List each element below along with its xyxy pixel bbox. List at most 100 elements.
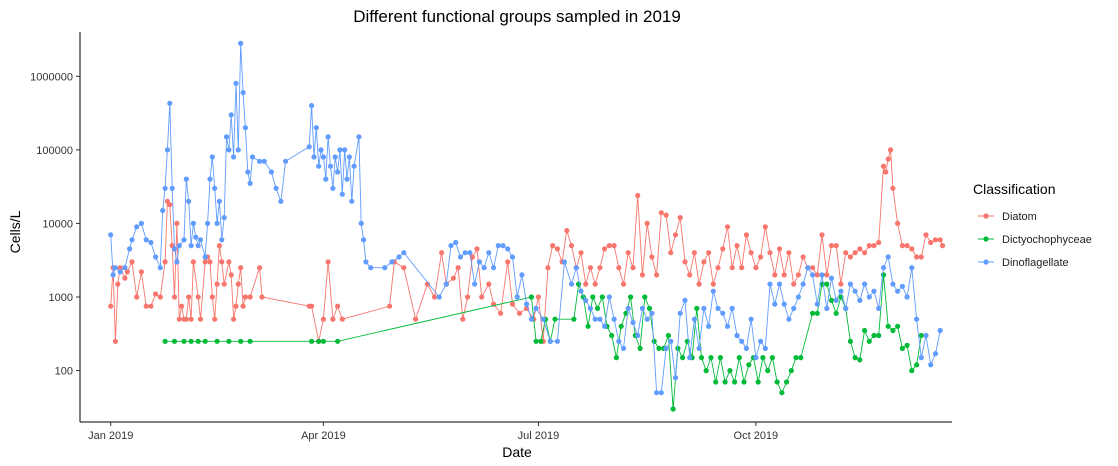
data-point <box>594 305 601 311</box>
data-point <box>791 281 797 287</box>
data-point <box>914 316 920 322</box>
data-point <box>684 338 690 344</box>
data-point <box>226 147 232 153</box>
data-point <box>245 169 251 175</box>
data-point <box>212 316 218 322</box>
data-point <box>169 185 175 191</box>
data-point <box>828 297 835 303</box>
data-point <box>214 338 220 344</box>
data-point <box>431 294 438 300</box>
data-point <box>576 281 582 287</box>
data-point <box>186 198 192 204</box>
data-point <box>819 232 825 238</box>
data-point <box>724 323 731 329</box>
data-point <box>460 316 466 322</box>
data-point <box>715 305 721 311</box>
data-point <box>335 169 341 175</box>
data-point <box>448 243 454 249</box>
data-point <box>219 259 225 265</box>
data-point <box>755 379 761 385</box>
data-point <box>197 316 204 322</box>
data-point <box>309 303 315 309</box>
data-point <box>888 147 894 153</box>
data-point <box>309 103 315 109</box>
data-point <box>630 319 636 326</box>
data-point <box>117 265 123 271</box>
data-point <box>847 338 854 344</box>
data-point <box>228 272 234 278</box>
data-point <box>618 323 624 329</box>
data-point <box>720 310 726 316</box>
data-point <box>866 294 872 300</box>
data-point <box>247 180 253 186</box>
data-point <box>540 316 546 322</box>
data-point <box>784 379 790 385</box>
data-point <box>656 345 662 351</box>
data-point <box>257 158 263 164</box>
data-point <box>183 316 189 322</box>
data-point <box>332 154 338 160</box>
x-axis-title: Date <box>502 444 532 460</box>
data-point <box>554 246 561 252</box>
data-point <box>179 303 185 309</box>
data-point <box>937 327 943 334</box>
data-point <box>592 281 598 287</box>
data-point <box>495 243 501 249</box>
data-point <box>928 239 934 246</box>
data-point <box>320 154 326 160</box>
data-point <box>450 275 456 281</box>
data-point <box>545 265 551 271</box>
data-point <box>762 224 768 230</box>
data-point <box>909 265 915 271</box>
data-point <box>587 265 594 271</box>
data-point <box>691 250 698 256</box>
data-point <box>491 265 497 271</box>
data-point <box>207 259 213 265</box>
data-point <box>257 265 263 271</box>
data-point <box>214 281 220 287</box>
data-point <box>824 305 830 311</box>
data-point <box>776 246 783 252</box>
data-point <box>800 254 806 260</box>
data-point <box>486 250 492 256</box>
data-point <box>564 228 570 234</box>
data-point <box>828 275 835 281</box>
data-point <box>223 134 230 140</box>
data-point <box>791 305 797 311</box>
data-point <box>108 303 114 309</box>
legend-label: Dictyochophyceae <box>1002 234 1092 246</box>
data-point <box>167 100 173 106</box>
data-point <box>231 316 237 322</box>
data-point <box>127 246 133 252</box>
data-point <box>729 305 735 311</box>
data-point <box>325 134 331 140</box>
data-point <box>767 281 773 287</box>
data-point <box>748 250 754 256</box>
data-point <box>753 355 759 361</box>
data-point <box>904 294 910 300</box>
data-point <box>937 237 943 243</box>
data-point <box>188 243 194 249</box>
data-point <box>535 294 542 300</box>
data-point <box>498 310 504 316</box>
data-point <box>382 265 388 271</box>
data-point <box>202 259 208 265</box>
data-point <box>387 303 393 309</box>
data-point <box>616 338 622 344</box>
data-point <box>268 169 274 175</box>
data-point <box>129 237 135 243</box>
data-point <box>611 243 617 249</box>
data-point <box>592 316 598 322</box>
data-point <box>124 269 130 275</box>
data-point <box>786 250 792 256</box>
data-point <box>852 288 858 294</box>
data-point <box>505 246 511 252</box>
data-point <box>202 254 208 260</box>
data-point <box>330 185 336 191</box>
data-point <box>760 355 766 361</box>
data-point <box>171 338 178 344</box>
data-point <box>767 250 773 256</box>
data-point <box>734 243 740 249</box>
chart-title: Different functional groups sampled in 2… <box>353 7 681 26</box>
data-point <box>335 303 341 309</box>
